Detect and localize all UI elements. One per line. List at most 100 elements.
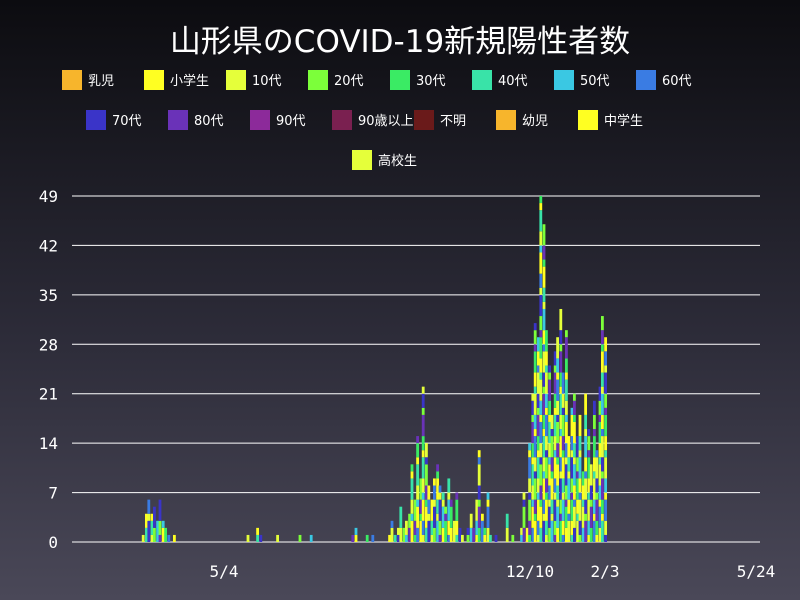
bar-segment xyxy=(351,534,355,542)
bar-segment xyxy=(477,457,481,465)
bar-segment xyxy=(494,534,498,542)
bar-segment xyxy=(539,287,543,295)
bar-segment xyxy=(550,471,554,479)
bar-segment xyxy=(410,471,414,479)
bar-segment xyxy=(550,478,554,500)
bar-segment xyxy=(595,457,599,479)
bar-segment xyxy=(164,527,167,542)
bar-segment xyxy=(461,534,464,542)
x-tick-label: 5/24 xyxy=(737,562,776,581)
y-tick-label: 14 xyxy=(39,434,58,453)
bar-segment xyxy=(601,457,604,472)
bar-segment xyxy=(553,407,557,415)
bar-segment xyxy=(550,414,554,430)
bar-segment xyxy=(559,471,563,479)
bar-segment xyxy=(539,485,543,500)
legend-label: 50代 xyxy=(580,74,610,89)
bar-segment xyxy=(576,471,579,479)
bar-segment xyxy=(548,365,551,373)
bar-segment xyxy=(531,506,535,528)
bar-segment xyxy=(537,499,540,521)
bar-segment xyxy=(449,499,453,507)
bar-segment xyxy=(444,520,447,542)
bar-segment xyxy=(533,429,537,437)
legend-swatch xyxy=(226,70,246,90)
bar-segment xyxy=(601,478,604,500)
bar-segment xyxy=(565,485,568,500)
bar-segment xyxy=(441,492,445,500)
bar-segment xyxy=(578,450,582,458)
bar-segment xyxy=(595,520,599,535)
bar-segment xyxy=(410,478,414,500)
bar-segment xyxy=(548,443,551,458)
bar-segment xyxy=(548,421,551,444)
bar-segment xyxy=(421,478,425,493)
bar-segment xyxy=(556,414,559,422)
bar-segment xyxy=(147,520,151,542)
bar-segment xyxy=(565,358,568,373)
bar-segment xyxy=(433,485,436,500)
bar-segment xyxy=(559,520,563,542)
bar-segment xyxy=(393,534,397,542)
bar-segment xyxy=(573,457,576,465)
legend-label: 60代 xyxy=(662,74,692,89)
bar-segment xyxy=(390,527,394,542)
bar-segment xyxy=(604,436,607,451)
bar-segment xyxy=(436,520,439,542)
bar-segment xyxy=(589,527,593,542)
bar-segment xyxy=(556,358,559,373)
bars-group xyxy=(141,196,607,542)
bar-segment xyxy=(553,351,557,366)
bar-segment xyxy=(542,224,546,246)
bar-segment xyxy=(542,266,546,288)
bar-segment xyxy=(559,457,563,472)
bar-segment xyxy=(416,464,419,486)
bar-segment xyxy=(593,436,596,458)
bar-segment xyxy=(542,513,546,521)
bar-segment xyxy=(537,520,540,535)
bar-segment xyxy=(419,513,423,521)
bar-segment xyxy=(565,457,568,465)
bar-segment xyxy=(578,492,582,500)
bar-segment xyxy=(601,393,604,415)
bar-segment xyxy=(573,400,576,415)
bar-segment xyxy=(587,429,591,437)
bar-segment xyxy=(578,478,582,493)
bar-segment xyxy=(565,379,568,401)
bar-segment xyxy=(410,520,414,542)
bar-segment xyxy=(430,534,434,542)
bar-segment xyxy=(573,527,576,542)
bar-segment xyxy=(542,499,546,514)
bar-segment xyxy=(533,499,537,514)
bar-segment xyxy=(587,450,591,458)
bar-segment xyxy=(537,393,540,408)
bar-segment xyxy=(559,330,563,345)
bar-segment xyxy=(438,485,442,493)
bar-segment xyxy=(539,372,543,380)
bar-segment xyxy=(427,520,431,542)
bar-segment xyxy=(601,316,604,331)
bar-segment xyxy=(447,520,451,535)
bar-segment xyxy=(587,499,591,521)
bar-segment xyxy=(537,351,540,366)
bar-segment xyxy=(565,499,568,507)
bar-segment xyxy=(576,520,579,542)
y-tick-label: 7 xyxy=(48,484,58,503)
bar-segment xyxy=(528,450,531,458)
bar-segment xyxy=(477,450,481,458)
chart-title: 山形県のCOVID-19新規陽性者数 xyxy=(170,24,630,60)
bar-segment xyxy=(475,520,479,535)
bar-segment xyxy=(486,492,490,500)
bar-segment xyxy=(553,457,557,479)
bar-segment xyxy=(576,436,579,458)
bar-segment xyxy=(433,527,436,542)
bar-segment xyxy=(556,443,559,458)
bar-segment xyxy=(578,414,582,437)
bar-segment xyxy=(537,407,540,415)
bar-segment xyxy=(421,414,425,437)
bar-segment xyxy=(542,351,546,373)
bar-segment xyxy=(156,520,159,542)
bar-segment xyxy=(427,513,431,521)
bar-segment xyxy=(542,259,546,267)
bar-segment xyxy=(601,372,604,387)
